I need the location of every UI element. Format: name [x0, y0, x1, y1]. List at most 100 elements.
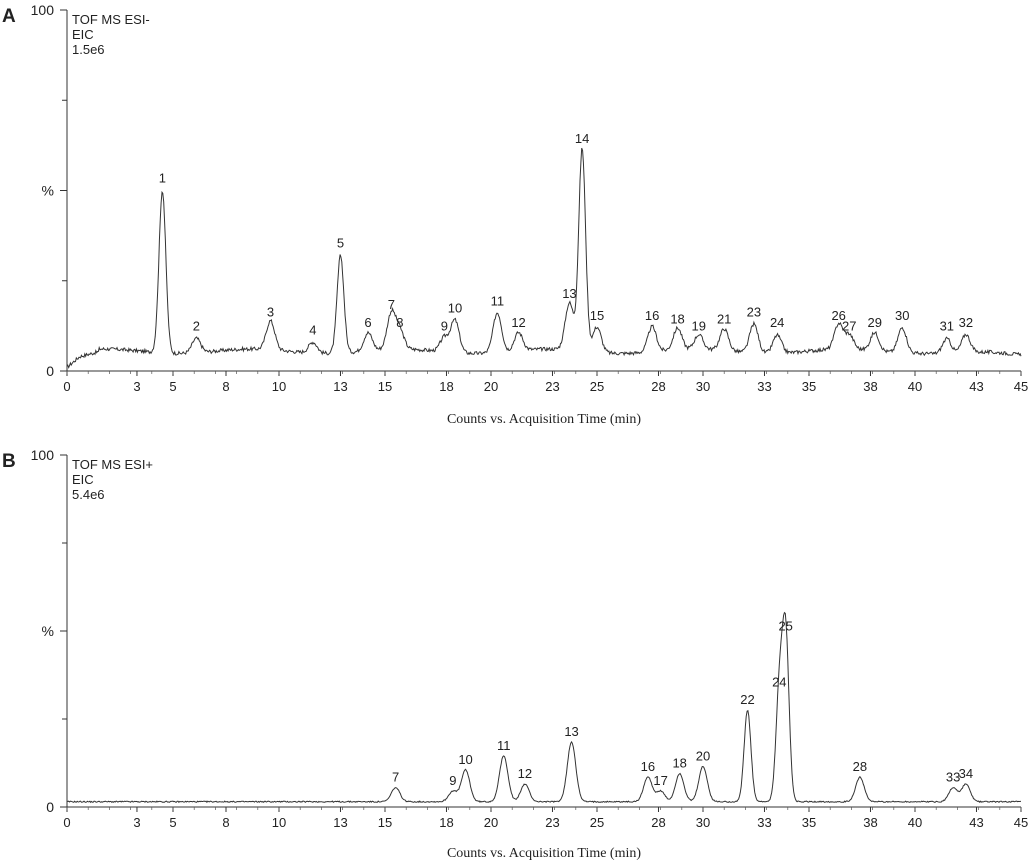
- x-tick-label: 45: [1014, 815, 1028, 830]
- peak-label: 34: [959, 766, 973, 781]
- peak-label: 28: [853, 759, 867, 774]
- x-tick-label: 38: [863, 379, 877, 394]
- x-tick-label: 25: [590, 815, 604, 830]
- peak-label: 16: [641, 759, 655, 774]
- y-tick-label: %: [42, 623, 54, 639]
- peak-label: 20: [696, 749, 710, 764]
- y-tick-label: 100: [31, 2, 55, 18]
- peak-label: 17: [653, 773, 667, 788]
- peak-label: 12: [518, 766, 532, 781]
- peak-label: 5: [337, 236, 344, 251]
- x-axis-title: Counts vs. Acquisition Time (min): [447, 412, 641, 427]
- peak-label: 10: [448, 301, 462, 316]
- panel-A: A 100%00 3 5 8 10 13 15 18 20 23 25 28 30 33 35 38 40 43 45…: [2, 2, 1028, 427]
- x-tick-label: 0: [63, 379, 70, 394]
- x-tick-label: 35: [802, 815, 816, 830]
- x-tick-label: 43: [969, 379, 983, 394]
- peak-label: 21: [717, 311, 731, 326]
- x-tick-label: 40: [908, 815, 922, 830]
- x-tick-label: 15: [378, 815, 392, 830]
- x-tick-label: 23: [545, 815, 559, 830]
- x-tick-label: 13: [333, 379, 347, 394]
- info-line: 1.5e6: [72, 42, 105, 57]
- y-tick-label: 100: [31, 447, 55, 463]
- peak-label: 16: [645, 308, 659, 323]
- panel-B: B 100%00 3 5 8 10 13 15 18 20 23 25 28 30 33 35 38 40 43 45…: [2, 447, 1028, 861]
- peak-label: 25: [778, 618, 792, 633]
- peak-label: 27: [842, 319, 856, 334]
- y-tick-label: 0: [46, 799, 54, 815]
- x-tick-label: 35: [802, 379, 816, 394]
- x-tick-label: 18: [439, 379, 453, 394]
- x-tick-label: 3: [133, 815, 140, 830]
- peak-label: 14: [575, 131, 589, 146]
- x-tick-label: 45: [1014, 379, 1028, 394]
- x-tick-label: 20: [484, 379, 498, 394]
- x-tick-label: 20: [484, 815, 498, 830]
- peak-label: 22: [740, 692, 754, 707]
- x-axis-title: Counts vs. Acquisition Time (min): [447, 846, 641, 861]
- peak-label: 24: [770, 315, 784, 330]
- info-line: EIC: [72, 27, 94, 42]
- x-tick-label: 13: [333, 815, 347, 830]
- x-tick-label: 28: [651, 815, 665, 830]
- x-tick-label: 10: [272, 815, 286, 830]
- x-tick-label: 43: [969, 815, 983, 830]
- peak-label: 8: [396, 315, 403, 330]
- peak-label: 15: [590, 308, 604, 323]
- x-tick-label: 30: [696, 815, 710, 830]
- peak-label: 7: [392, 770, 399, 785]
- peak-label: 31: [940, 319, 954, 334]
- x-tick-label: 33: [757, 815, 771, 830]
- peak-label: 24: [772, 675, 786, 690]
- peak-label: 23: [747, 304, 761, 319]
- chromatogram-trace: [66, 611, 1021, 804]
- peak-label: 11: [491, 293, 505, 308]
- info-line: 5.4e6: [72, 487, 105, 502]
- x-tick-label: 33: [757, 379, 771, 394]
- y-tick-label: %: [42, 183, 54, 199]
- peak-label: 19: [692, 319, 706, 334]
- peak-label: 6: [364, 315, 371, 330]
- info-line: TOF MS ESI+: [72, 457, 153, 472]
- peak-label: 18: [672, 756, 686, 771]
- peak-label: 29: [867, 315, 881, 330]
- x-tick-label: 0: [63, 815, 70, 830]
- x-tick-label: 28: [651, 379, 665, 394]
- peak-label: 12: [511, 315, 525, 330]
- peak-label: 9: [449, 773, 456, 788]
- peak-label: 4: [309, 322, 316, 337]
- x-tick-label: 5: [169, 379, 176, 394]
- peak-label: 10: [458, 752, 472, 767]
- peak-label: 30: [895, 308, 909, 323]
- peak-label: 13: [562, 286, 576, 301]
- x-tick-label: 38: [863, 815, 877, 830]
- x-tick-label: 30: [696, 379, 710, 394]
- panel-label: A: [2, 6, 16, 27]
- y-tick-label: 0: [46, 363, 54, 379]
- x-tick-label: 18: [439, 815, 453, 830]
- peak-label: 18: [670, 311, 684, 326]
- x-tick-label: 40: [908, 379, 922, 394]
- x-tick-label: 8: [222, 379, 229, 394]
- peak-label: 26: [831, 308, 845, 323]
- info-line: EIC: [72, 472, 94, 487]
- peak-label: 9: [441, 319, 448, 334]
- x-tick-label: 25: [590, 379, 604, 394]
- info-line: TOF MS ESI-: [72, 12, 150, 27]
- peak-label: 32: [959, 315, 973, 330]
- x-tick-label: 8: [222, 815, 229, 830]
- chromatogram-trace: [66, 147, 1022, 369]
- peak-label: 13: [564, 724, 578, 739]
- peak-label: 1: [159, 171, 166, 186]
- x-tick-label: 3: [133, 379, 140, 394]
- x-tick-label: 15: [378, 379, 392, 394]
- peak-label: 33: [946, 770, 960, 785]
- x-tick-label: 10: [272, 379, 286, 394]
- peak-label: 3: [267, 304, 274, 319]
- x-tick-label: 5: [169, 815, 176, 830]
- peak-label: 7: [388, 297, 395, 312]
- panel-label: B: [2, 451, 16, 472]
- x-tick-label: 23: [545, 379, 559, 394]
